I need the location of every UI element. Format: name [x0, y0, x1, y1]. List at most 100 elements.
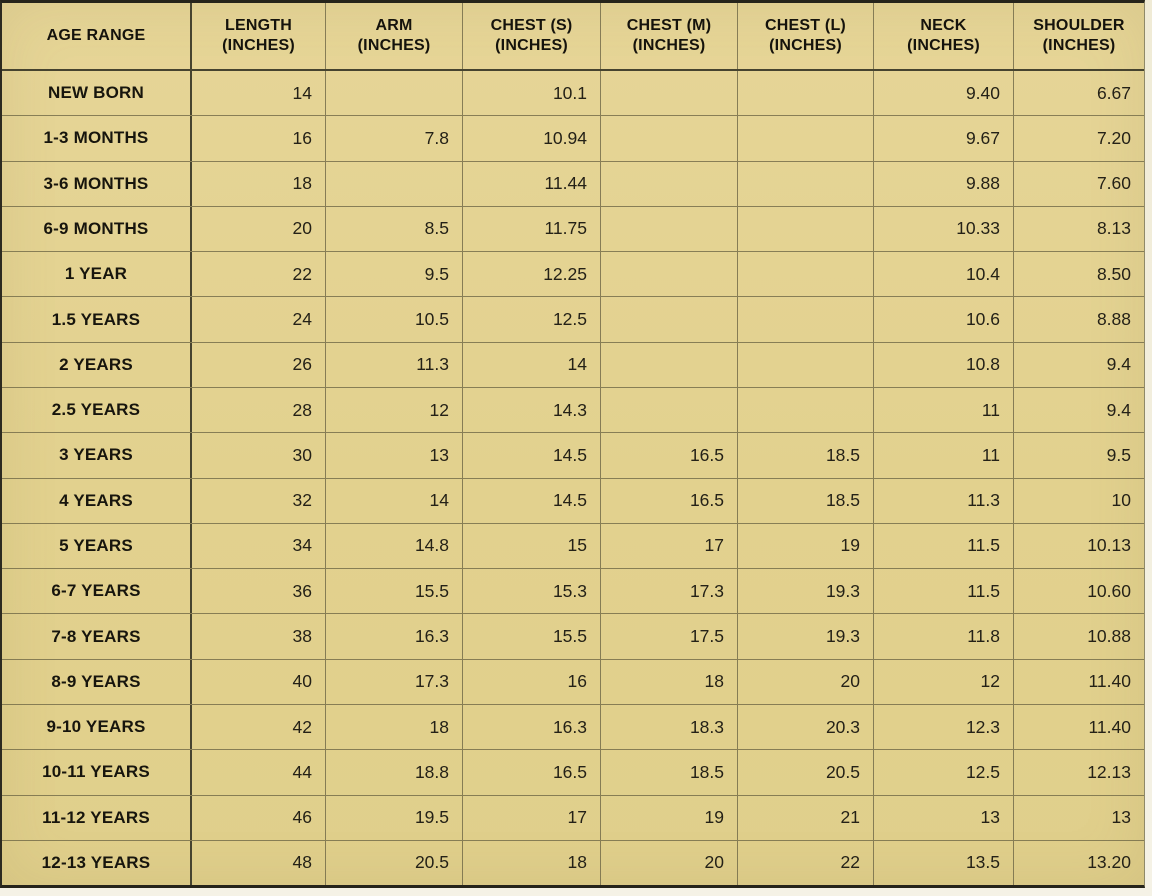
table-row-6-7-years: 6-7 YEARS 36 15.5 15.3 17.3 19.3 11.5 10.60 [2, 568, 1144, 614]
table-row-2-years: 2 YEARS 26 11.3 14 10.8 9.4 [2, 341, 1144, 387]
value-cell-chest-m: 17.3 [600, 569, 737, 614]
age-range-cell: 2 YEARS [59, 354, 133, 374]
value-cell-arm [325, 71, 462, 116]
value-cell-arm: 11.3 [325, 342, 462, 387]
column-header-age-range: AGE RANGE [2, 3, 190, 69]
value-cell-shoulder: 8.50 [1013, 252, 1144, 297]
value-cell-chest-m [600, 252, 737, 297]
value-cell-shoulder: 8.13 [1013, 206, 1144, 252]
column-header-label: ARM [375, 17, 413, 35]
value-cell-arm: 19.5 [325, 795, 462, 840]
value-cell-chest-m [600, 342, 737, 387]
value-cell-chest-l: 19.3 [737, 614, 873, 659]
column-header-label: SHOULDER [1033, 17, 1125, 35]
value-cell-arm: 15.5 [325, 569, 462, 614]
age-range-cell: NEW BORN [47, 83, 145, 103]
column-header-shoulder: SHOULDER (INCHES) [1013, 3, 1144, 69]
table-row-10-11-years: 10-11 YEARS 44 18.8 16.5 18.5 20.5 12.5 12.13 [2, 749, 1144, 795]
value-cell-shoulder: 8.88 [1013, 297, 1144, 342]
value-cell-chest-m [600, 71, 737, 116]
value-cell-chest-s: 11.44 [462, 161, 600, 206]
value-cell-chest-l: 18.5 [737, 433, 873, 478]
value-cell-length: 16 [190, 116, 325, 161]
column-header-chest-m: CHEST (M) (INCHES) [600, 3, 737, 69]
table-row-9-10-years: 9-10 YEARS 42 18 16.3 18.3 20.3 12.3 11.40 [2, 703, 1144, 750]
value-cell-neck: 12.5 [873, 750, 1013, 795]
value-cell-length: 32 [190, 478, 325, 523]
column-header-unit: (INCHES) [632, 37, 706, 54]
value-cell-chest-s: 14.5 [462, 478, 600, 523]
value-cell-chest-m: 17.5 [600, 614, 737, 659]
value-cell-length: 28 [190, 387, 325, 433]
value-cell-chest-m: 18 [600, 659, 737, 704]
column-header-chest-l: CHEST (L) (INCHES) [737, 3, 873, 69]
column-header-unit: (INCHES) [769, 37, 842, 54]
value-cell-chest-l: 21 [737, 795, 873, 840]
column-header-unit: (INCHES) [222, 37, 295, 54]
value-cell-shoulder: 13 [1013, 795, 1144, 840]
value-cell-neck: 9.88 [873, 161, 1013, 206]
value-cell-shoulder: 10 [1013, 478, 1144, 523]
value-cell-chest-m: 18.5 [600, 750, 737, 795]
age-range-cell: 1-3 MONTHS [43, 128, 149, 148]
value-cell-length: 20 [190, 206, 325, 252]
age-range-cell: 2.5 YEARS [51, 400, 141, 420]
value-cell-chest-m [600, 206, 737, 252]
age-range-cell: 11-12 YEARS [42, 807, 150, 827]
value-cell-chest-m [600, 161, 737, 206]
column-header-unit: (INCHES) [1042, 37, 1116, 54]
value-cell-chest-l: 20.5 [737, 750, 873, 795]
table-row-4-years: 4 YEARS 32 14 14.5 16.5 18.5 11.3 10 [2, 477, 1144, 523]
value-cell-neck: 9.40 [873, 71, 1013, 116]
value-cell-neck: 13.5 [873, 840, 1013, 886]
value-cell-chest-m [600, 387, 737, 433]
table-row-5-years: 5 YEARS 34 14.8 15 17 19 11.5 10.13 [2, 522, 1144, 569]
column-header-unit: (INCHES) [907, 37, 980, 54]
value-cell-chest-s: 11.75 [462, 206, 600, 252]
value-cell-chest-l: 22 [737, 840, 873, 886]
value-cell-neck: 11 [873, 387, 1013, 433]
value-cell-shoulder: 7.20 [1013, 116, 1144, 161]
column-header-label: CHEST (M) [626, 17, 712, 35]
value-cell-neck: 10.4 [873, 252, 1013, 297]
value-cell-shoulder: 11.40 [1013, 704, 1144, 750]
value-cell-chest-m [600, 297, 737, 342]
value-cell-length: 40 [190, 659, 325, 704]
value-cell-arm: 18 [325, 704, 462, 750]
value-cell-neck: 10.33 [873, 206, 1013, 252]
value-cell-neck: 10.8 [873, 342, 1013, 387]
value-cell-chest-m [600, 116, 737, 161]
age-range-cell: 10-11 YEARS [42, 762, 150, 782]
column-header-chest-s: CHEST (S) (INCHES) [462, 3, 600, 69]
age-range-cell: 1 YEAR [64, 264, 128, 284]
value-cell-chest-s: 14.3 [462, 387, 600, 433]
value-cell-shoulder: 10.88 [1013, 614, 1144, 659]
value-cell-chest-l [737, 342, 873, 387]
table-row-new-born: NEW BORN 14 10.1 9.40 6.67 [2, 69, 1144, 116]
column-header-unit: (INCHES) [357, 37, 431, 54]
value-cell-length: 18 [190, 161, 325, 206]
age-range-cell: 3 YEARS [59, 445, 133, 465]
age-range-cell: 9-10 YEARS [46, 717, 146, 737]
value-cell-chest-m: 17 [600, 523, 737, 569]
value-cell-chest-s: 10.1 [462, 71, 600, 116]
age-range-cell: 6-9 MONTHS [43, 218, 149, 238]
value-cell-neck: 11 [873, 433, 1013, 478]
value-cell-chest-s: 17 [462, 795, 600, 840]
value-cell-length: 36 [190, 569, 325, 614]
value-cell-chest-l: 20 [737, 659, 873, 704]
table-row-3-6-months: 3-6 MONTHS 18 11.44 9.88 7.60 [2, 160, 1144, 206]
value-cell-length: 26 [190, 342, 325, 387]
value-cell-chest-l [737, 116, 873, 161]
age-range-cell: 5 YEARS [59, 535, 133, 555]
table-row-11-12-years: 11-12 YEARS 46 19.5 17 19 21 13 13 [2, 794, 1144, 840]
value-cell-chest-s: 18 [462, 840, 600, 886]
value-cell-chest-s: 16.3 [462, 704, 600, 750]
column-header-label: CHEST (S) [490, 17, 573, 35]
value-cell-length: 48 [190, 840, 325, 886]
value-cell-neck: 11.5 [873, 523, 1013, 569]
value-cell-neck: 13 [873, 795, 1013, 840]
age-range-cell: 6-7 YEARS [51, 581, 141, 601]
